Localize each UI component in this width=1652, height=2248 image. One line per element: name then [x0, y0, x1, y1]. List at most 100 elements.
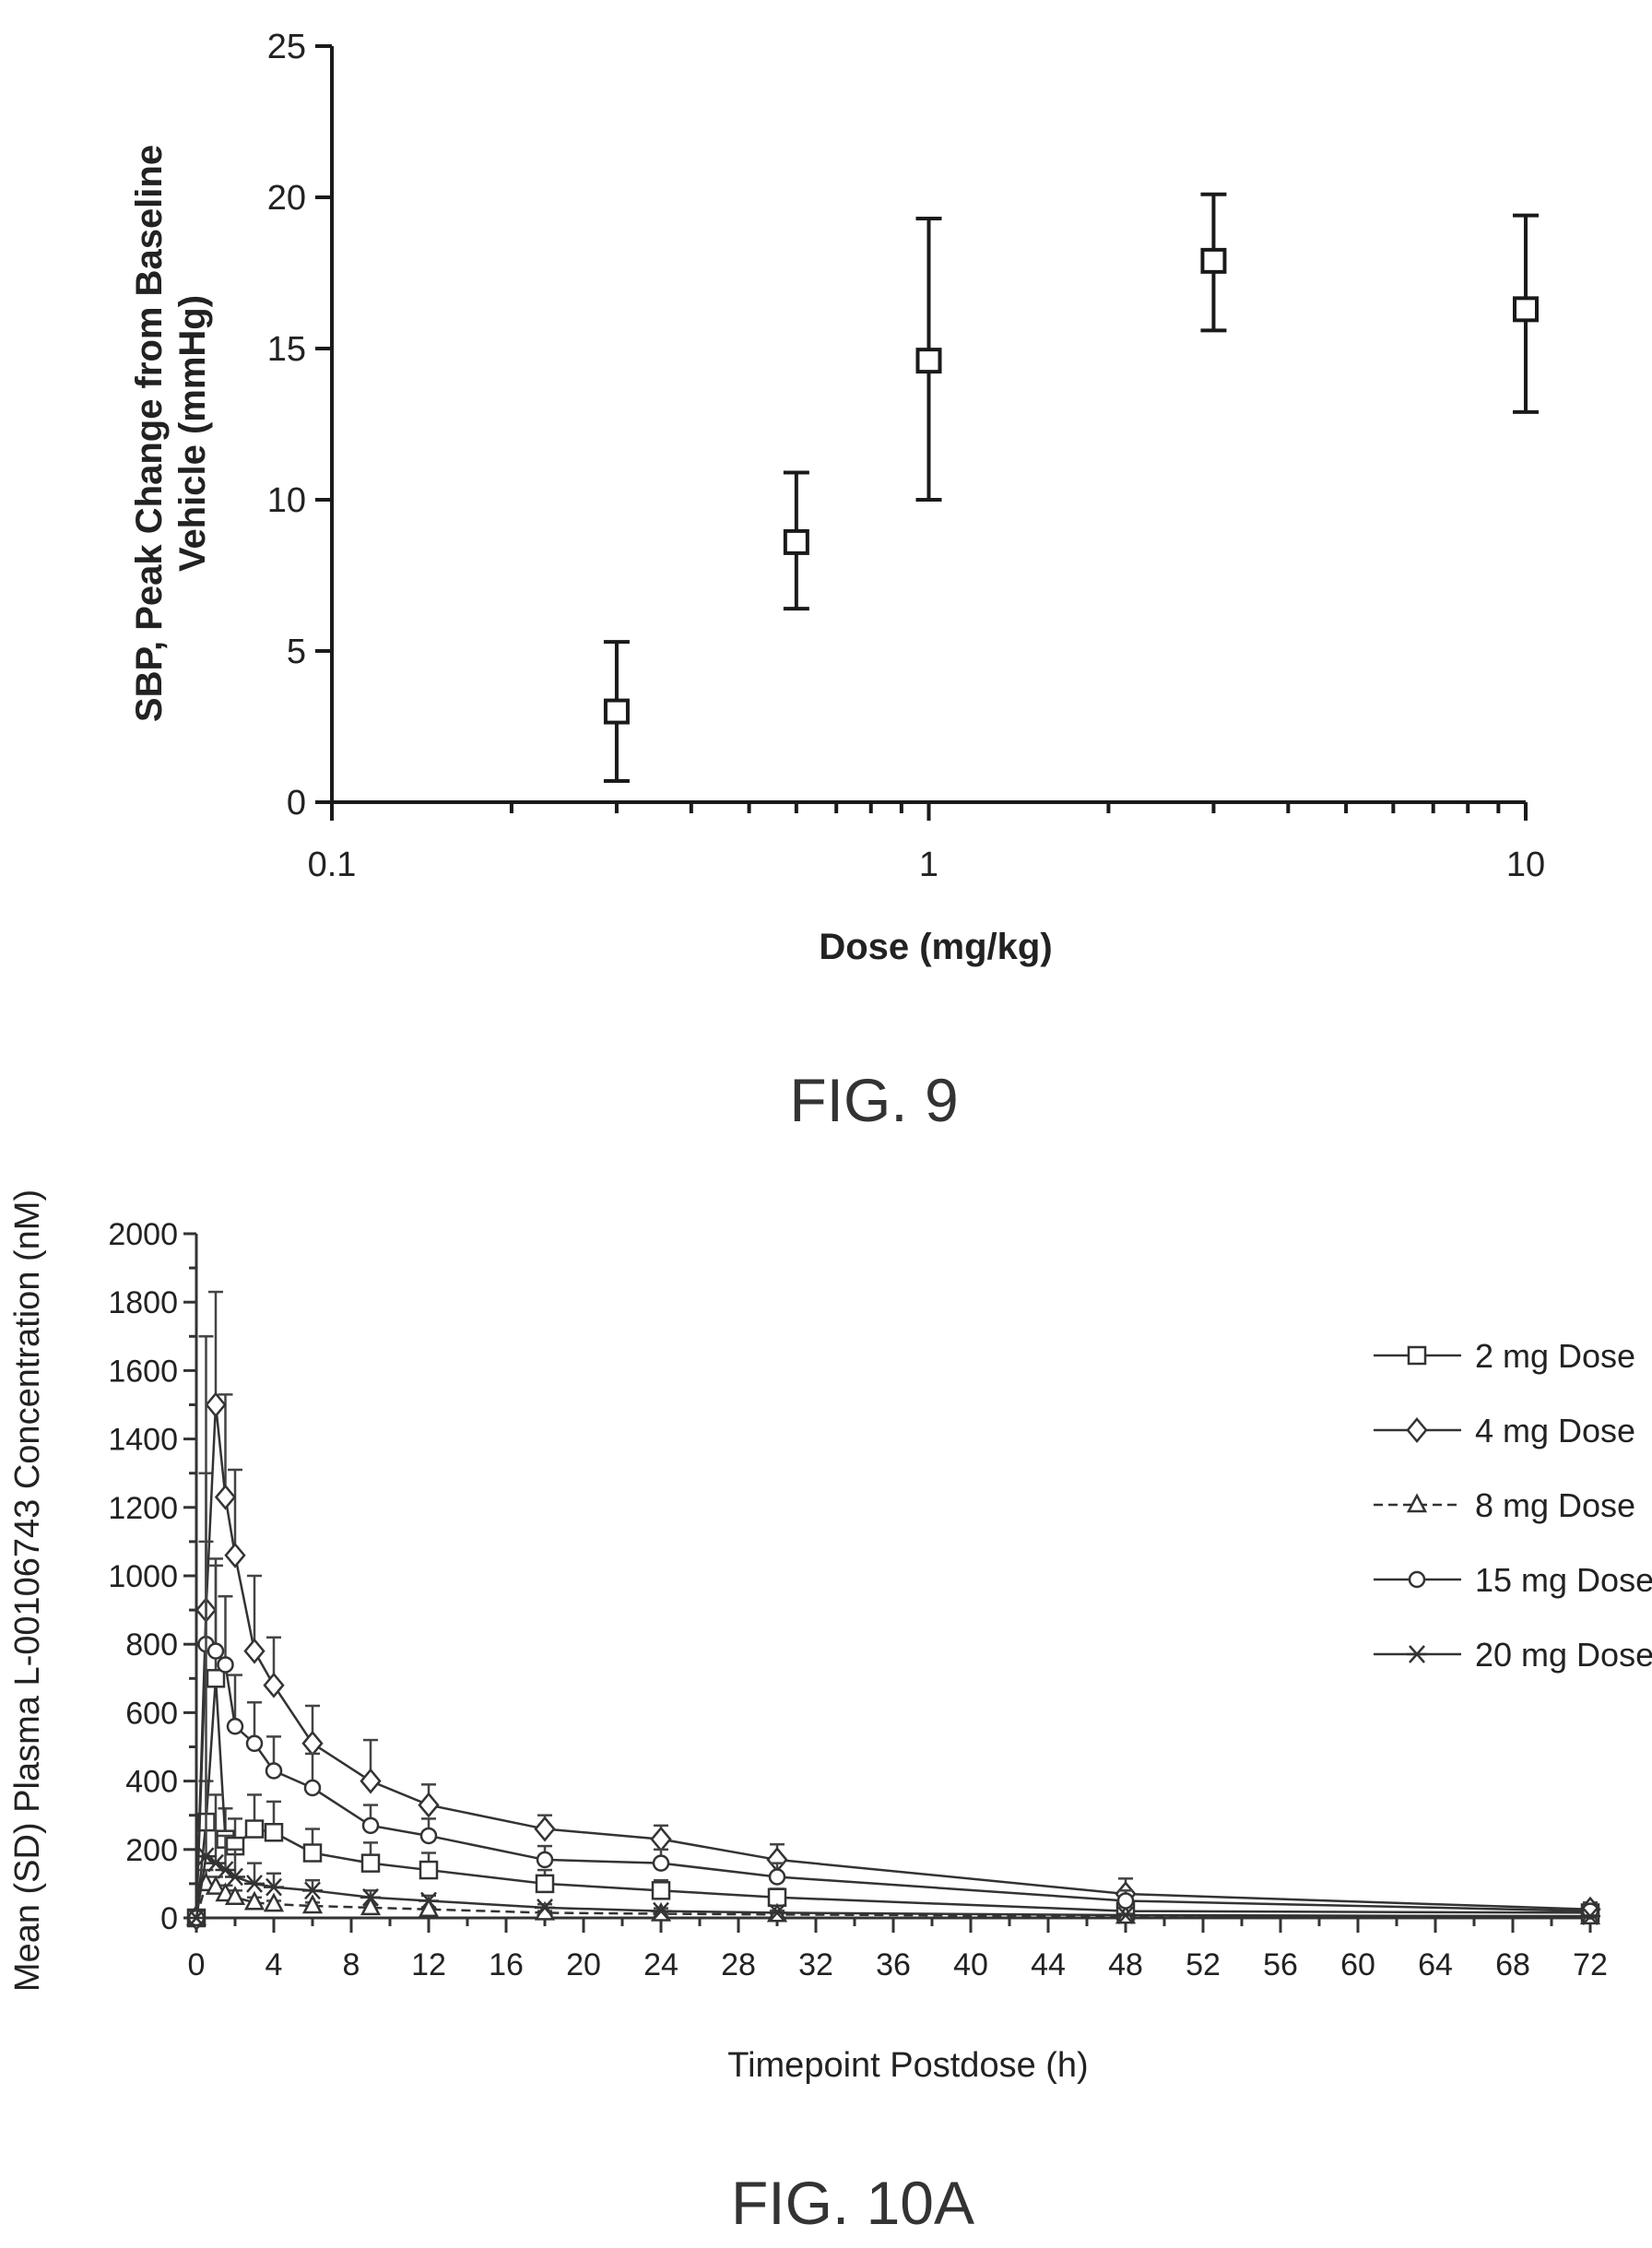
circle-marker	[206, 1642, 225, 1660]
asterisk-marker	[302, 1881, 323, 1900]
diamond-marker	[1406, 1417, 1428, 1443]
circle-marker	[419, 1827, 438, 1845]
fig9-y-tick-label: 15	[267, 330, 306, 369]
fig10a-x-tick-label: 8	[343, 1947, 360, 1982]
fig9-y-axis-label-line1: SBP, Peak Change from Baseline	[129, 145, 170, 722]
square-marker	[651, 1881, 671, 1900]
fig10a-axes	[183, 1232, 1592, 1933]
fig10a-legend-item: 8 mg Dose	[1374, 1486, 1635, 1524]
fig10a-legend-item: 4 mg Dose	[1374, 1412, 1635, 1449]
fig10a-legend: 2 mg Dose 4 mg Dose 8 mg Dose 15 mg Dose 20 …	[1374, 1337, 1652, 1674]
square-marker	[535, 1874, 555, 1894]
asterisk-stroke	[1582, 1907, 1599, 1925]
fig10a-x-tick-label: 24	[643, 1947, 678, 1982]
diamond-marker	[224, 1542, 246, 1568]
square-marker	[206, 1669, 226, 1688]
fig10a-y-tick-label: 200	[125, 1833, 178, 1868]
diamond-marker	[214, 1484, 237, 1510]
diamond-marker	[205, 1391, 227, 1418]
fig10a-legend-item: 15 mg Dose	[1374, 1561, 1652, 1599]
fig9-point	[1200, 192, 1227, 333]
asterisk-stroke	[769, 1903, 785, 1923]
asterisk-marker	[264, 1877, 284, 1897]
asterisk-marker	[206, 1853, 226, 1873]
circle-marker	[217, 1656, 234, 1674]
fig9-square-marker	[783, 528, 809, 555]
fig10a-y-tick-labels: 0 200 400 600 800 1000 1200 1400 1600 1800 2000	[108, 1217, 178, 1936]
square-marker	[244, 1819, 265, 1839]
fig9-x-tick-label: 1	[919, 846, 938, 884]
fig10a-y-tick-label: 600	[125, 1696, 178, 1731]
diamond-marker	[650, 1826, 672, 1852]
fig10a-y-tick-label: 2000	[108, 1217, 178, 1252]
asterisk-marker	[360, 1887, 381, 1907]
triangle-marker	[301, 1894, 324, 1914]
asterisk-marker	[1115, 1906, 1136, 1924]
fig10a-x-tick-label: 52	[1186, 1947, 1221, 1982]
circle-marker	[303, 1779, 322, 1797]
fig10a-series	[185, 1290, 1601, 1931]
fig10a-x-tick-label: 0	[188, 1947, 206, 1982]
fig9-x-axis-label: Dose (mg/kg)	[819, 927, 1052, 967]
circle-marker	[536, 1851, 554, 1869]
triangle-marker	[263, 1892, 285, 1912]
asterisk-marker	[215, 1861, 236, 1879]
fig9-point	[915, 216, 942, 502]
asterisk-stroke	[304, 1881, 321, 1900]
fig10a-x-tick-label: 20	[566, 1947, 601, 1982]
asterisk-marker	[419, 1891, 439, 1911]
fig10a-y-tick-label: 400	[125, 1765, 178, 1800]
fig9-y-tick-labels: 0 5 10 15 20 25	[267, 28, 306, 822]
asterisk-stroke	[420, 1891, 437, 1911]
fig9-y-tick-label: 25	[267, 28, 306, 66]
circle-marker	[768, 1868, 786, 1886]
asterisk-stroke	[188, 1909, 205, 1927]
circle-marker	[245, 1734, 264, 1753]
asterisk-stroke	[207, 1853, 224, 1873]
asterisk-stroke	[227, 1867, 243, 1887]
fig10a-x-tick-label: 4	[266, 1947, 283, 1982]
fig10a-x-tick-label: 36	[876, 1947, 911, 1982]
fig9-x-tick-label: 0.1	[308, 846, 357, 884]
fig9-y-tick-label: 10	[267, 481, 306, 520]
fig9-square-marker	[1200, 247, 1227, 274]
square-marker	[1407, 1345, 1427, 1366]
fig10a-y-tick-label: 1400	[108, 1423, 178, 1458]
circle-marker	[652, 1854, 670, 1872]
fig10a-x-tick-label: 72	[1573, 1947, 1608, 1982]
fig10a-legend-label: 4 mg Dose	[1475, 1412, 1635, 1449]
fig10a-x-tick-label: 28	[721, 1947, 756, 1982]
fig10a-x-tick-label: 16	[489, 1947, 524, 1982]
fig9-data-points	[603, 192, 1539, 784]
asterisk-marker	[767, 1903, 787, 1923]
asterisk-stroke	[1117, 1906, 1134, 1924]
triangle-marker	[224, 1886, 246, 1905]
asterisk-stroke	[362, 1887, 379, 1907]
fig10a-x-tick-label: 56	[1263, 1947, 1298, 1982]
fig10a-series-5	[186, 1335, 1600, 1927]
diamond-marker	[418, 1792, 440, 1818]
circle-marker	[226, 1717, 244, 1735]
fig9-axes	[315, 44, 1528, 821]
fig9-chart: 0.1 1 10 0 5 10 15 20 25 Dose (mg/kg) SBP, Peak…	[129, 28, 1545, 967]
circle-marker	[361, 1816, 380, 1835]
fig10a-legend-label: 8 mg Dose	[1475, 1486, 1635, 1524]
fig10a-x-tick-label: 68	[1495, 1947, 1530, 1982]
fig10a-x-tick-labels: 0 4 8 12 16 20 24 28 32 36 40 44 48 52 56 60 64 68 72	[188, 1947, 1608, 1982]
fig10a-series-line	[195, 1641, 1591, 1919]
fig10a-legend-label: 20 mg Dose	[1475, 1636, 1652, 1674]
fig9-caption: FIG. 9	[789, 1066, 958, 1134]
fig10a-y-axis-label: Mean (SD) Plasma L-00106743 Concentratio…	[8, 1189, 47, 1992]
fig9-square-marker	[603, 698, 630, 725]
fig10a-caption: FIG. 10A	[731, 2169, 974, 2237]
asterisk-stroke	[197, 1847, 215, 1866]
fig10a-x-tick-label: 40	[953, 1947, 988, 1982]
fig10a-series-line	[195, 1404, 1591, 1919]
asterisk-stroke	[266, 1877, 282, 1897]
asterisk-marker	[225, 1867, 245, 1887]
circle-marker	[1408, 1570, 1426, 1589]
asterisk-marker	[244, 1875, 265, 1893]
square-marker	[264, 1823, 284, 1842]
fig10a-legend-item: 2 mg Dose	[1374, 1337, 1635, 1375]
